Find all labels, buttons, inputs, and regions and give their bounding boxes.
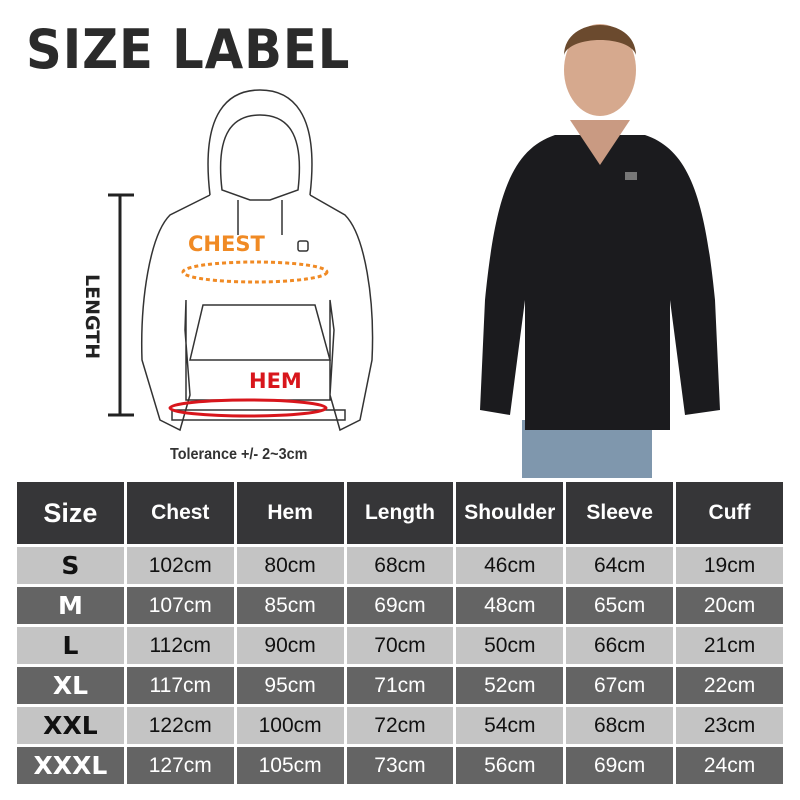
measurement-cell: 19cm	[676, 547, 783, 584]
measurement-cell: 85cm	[236, 587, 344, 624]
measurement-cell: 65cm	[566, 587, 674, 624]
measurement-cell: 100cm	[236, 707, 344, 744]
measurement-cell: 69cm	[566, 747, 674, 784]
measurement-cell: 72cm	[346, 707, 454, 744]
measurement-cell: 112cm	[126, 627, 234, 664]
measurement-cell: 54cm	[456, 707, 564, 744]
measurement-cell: 70cm	[346, 627, 454, 664]
table-row: XXXL 127cm 105cm 73cm 56cm 69cm 24cm	[17, 747, 783, 784]
size-cell: M	[17, 587, 124, 624]
size-cell: L	[17, 627, 124, 664]
measurement-cell: 24cm	[676, 747, 783, 784]
table-row: S 102cm 80cm 68cm 46cm 64cm 19cm	[17, 547, 783, 584]
size-cell: XXXL	[17, 747, 124, 784]
measurement-cell: 127cm	[126, 747, 234, 784]
measurement-cell: 66cm	[566, 627, 674, 664]
measurement-cell: 117cm	[126, 667, 234, 704]
measurement-cell: 95cm	[236, 667, 344, 704]
table-row: XXL 122cm 100cm 72cm 54cm 68cm 23cm	[17, 707, 783, 744]
measurement-cell: 46cm	[456, 547, 564, 584]
hem-line	[168, 398, 328, 418]
size-cell: XL	[17, 667, 124, 704]
measurement-cell: 50cm	[456, 627, 564, 664]
header-chest: Chest	[126, 482, 234, 544]
chest-label: CHEST	[188, 232, 265, 256]
measurement-cell: 21cm	[676, 627, 783, 664]
measurement-cell: 105cm	[236, 747, 344, 784]
measurement-cell: 22cm	[676, 667, 783, 704]
header-hem: Hem	[236, 482, 344, 544]
model-photo	[480, 24, 720, 478]
measurement-cell: 68cm	[566, 707, 674, 744]
header-cuff: Cuff	[676, 482, 783, 544]
measurement-cell: 20cm	[676, 587, 783, 624]
measurement-cell: 80cm	[236, 547, 344, 584]
measurement-cell: 68cm	[346, 547, 454, 584]
measurement-cell: 64cm	[566, 547, 674, 584]
table-row: M 107cm 85cm 69cm 48cm 65cm 20cm	[17, 587, 783, 624]
header-length: Length	[346, 482, 454, 544]
measurement-cell: 52cm	[456, 667, 564, 704]
measurement-cell: 122cm	[126, 707, 234, 744]
header-shoulder: Shoulder	[456, 482, 564, 544]
measurement-cell: 48cm	[456, 587, 564, 624]
measurement-cell: 102cm	[126, 547, 234, 584]
size-table: Size Chest Hem Length Shoulder Sleeve Cu…	[14, 479, 786, 787]
measurement-cell: 71cm	[346, 667, 454, 704]
measurement-cell: 73cm	[346, 747, 454, 784]
size-cell: XXL	[17, 707, 124, 744]
table-row: XL 117cm 95cm 71cm 52cm 67cm 22cm	[17, 667, 783, 704]
measurement-cell: 23cm	[676, 707, 783, 744]
measurement-cell: 67cm	[566, 667, 674, 704]
header-size: Size	[17, 482, 124, 544]
header-sleeve: Sleeve	[566, 482, 674, 544]
table-header-row: Size Chest Hem Length Shoulder Sleeve Cu…	[17, 482, 783, 544]
measurement-cell: 107cm	[126, 587, 234, 624]
hem-label: HEM	[249, 369, 302, 393]
length-label: LENGTH	[81, 274, 103, 360]
page-title: SIZE LABEL	[26, 18, 351, 81]
table-row: L 112cm 90cm 70cm 50cm 66cm 21cm	[17, 627, 783, 664]
hoodie-diagram	[108, 89, 374, 432]
chest-line	[181, 260, 329, 284]
measurement-cell: 56cm	[456, 747, 564, 784]
measurement-cell: 69cm	[346, 587, 454, 624]
measurement-cell: 90cm	[236, 627, 344, 664]
size-cell: S	[17, 547, 124, 584]
tolerance-note: Tolerance +/- 2~3cm	[170, 446, 308, 463]
